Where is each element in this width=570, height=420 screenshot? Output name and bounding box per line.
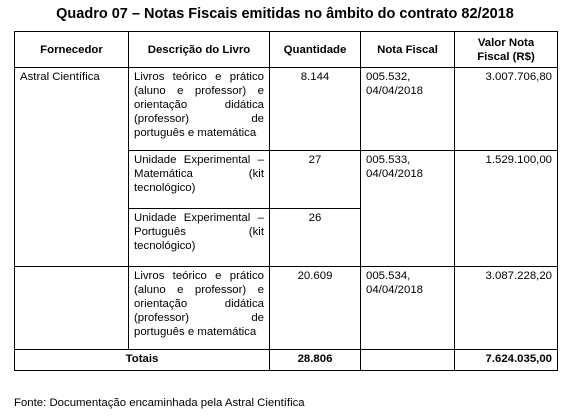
totals-label: Totais bbox=[14, 349, 270, 371]
header-descricao: Descrição do Livro bbox=[128, 31, 270, 68]
desc-line: Unidade Experimental – bbox=[134, 154, 264, 166]
desc-line: Português (kit bbox=[134, 226, 264, 238]
totals-quantidade: 28.806 bbox=[269, 349, 361, 371]
totals-nota-empty bbox=[360, 349, 455, 371]
desc-line: orientação didática bbox=[134, 298, 264, 310]
cell-quantidade: 8.144 bbox=[269, 67, 361, 151]
header-row: Fornecedor Descrição do Livro Quantidade… bbox=[14, 31, 558, 68]
nota-number: 005.533, bbox=[366, 154, 411, 166]
cell-nota-fiscal: 005.534, 04/04/2018 bbox=[360, 266, 455, 350]
desc-line: Livros teórico e prático bbox=[134, 270, 264, 282]
desc-line: (aluno e professor) e bbox=[134, 284, 264, 296]
header-nota-fiscal: Nota Fiscal bbox=[360, 31, 455, 68]
totals-valor: 7.624.035,00 bbox=[454, 349, 558, 371]
nota-number: 005.532, bbox=[366, 71, 411, 83]
cell-valor: 3.007.706,80 bbox=[454, 67, 558, 151]
table-row: Astral Científica Livros teórico e práti… bbox=[14, 67, 558, 267]
nota-date: 04/04/2018 bbox=[366, 168, 424, 180]
cell-nota-fiscal: 005.532, 04/04/2018 bbox=[360, 67, 455, 151]
desc-line: orientação didática bbox=[134, 99, 264, 111]
nota-date: 04/04/2018 bbox=[366, 85, 424, 97]
nota-date: 04/04/2018 bbox=[366, 284, 424, 296]
desc-line: português e matemática bbox=[134, 326, 257, 338]
header-fornecedor: Fornecedor bbox=[14, 31, 129, 68]
desc-line: Matemática (kit bbox=[134, 168, 264, 180]
cell-descricao: Livros teórico e prático (aluno e profes… bbox=[128, 67, 270, 151]
desc-line: tecnológico) bbox=[134, 240, 196, 252]
nota-number: 005.534, bbox=[366, 270, 411, 282]
cell-fornecedor: Astral Científica bbox=[14, 67, 129, 267]
cell-quantidade: 20.609 bbox=[269, 266, 361, 350]
desc-line: tecnológico) bbox=[134, 182, 196, 194]
cell-descricao: Unidade Experimental – Matemática (kit t… bbox=[128, 150, 270, 209]
source-note: Fonte: Documentação encaminhada pela Ast… bbox=[14, 397, 305, 409]
header-valor-line2: Fiscal (R$) bbox=[477, 50, 535, 63]
table-row: Livros teórico e prático (aluno e profes… bbox=[14, 266, 558, 350]
desc-line: Livros teórico e prático bbox=[134, 71, 264, 83]
header-valor: Valor Nota Fiscal (R$) bbox=[454, 31, 558, 68]
table-title: Quadro 07 – Notas Fiscais emitidas no âm… bbox=[56, 6, 514, 22]
desc-line: (professor) de bbox=[134, 312, 264, 324]
desc-line: (aluno e professor) e bbox=[134, 85, 264, 97]
desc-line: português e matemática bbox=[134, 127, 257, 139]
cell-valor: 3.087.228,20 bbox=[454, 266, 558, 350]
desc-line: Unidade Experimental – bbox=[134, 212, 264, 224]
cell-valor: 1.529.100,00 bbox=[454, 150, 558, 267]
totals-row: Totais 28.806 7.624.035,00 bbox=[14, 349, 558, 371]
table-row: Unidade Experimental – Português (kit te… bbox=[15, 208, 558, 267]
header-quantidade: Quantidade bbox=[269, 31, 361, 68]
cell-fornecedor bbox=[14, 266, 129, 350]
table-row: Unidade Experimental – Matemática (kit t… bbox=[15, 150, 558, 267]
desc-line: (professor) de bbox=[134, 113, 264, 125]
cell-descricao: Livros teórico e prático (aluno e profes… bbox=[128, 266, 270, 350]
cell-descricao: Unidade Experimental – Português (kit te… bbox=[128, 208, 270, 267]
cell-quantidade: 26 bbox=[269, 208, 361, 267]
invoice-table: Fornecedor Descrição do Livro Quantidade… bbox=[14, 31, 558, 371]
cell-quantidade: 27 bbox=[269, 150, 361, 209]
cell-nota-fiscal: 005.533, 04/04/2018 bbox=[360, 150, 455, 267]
header-valor-line1: Valor Nota bbox=[477, 36, 535, 49]
